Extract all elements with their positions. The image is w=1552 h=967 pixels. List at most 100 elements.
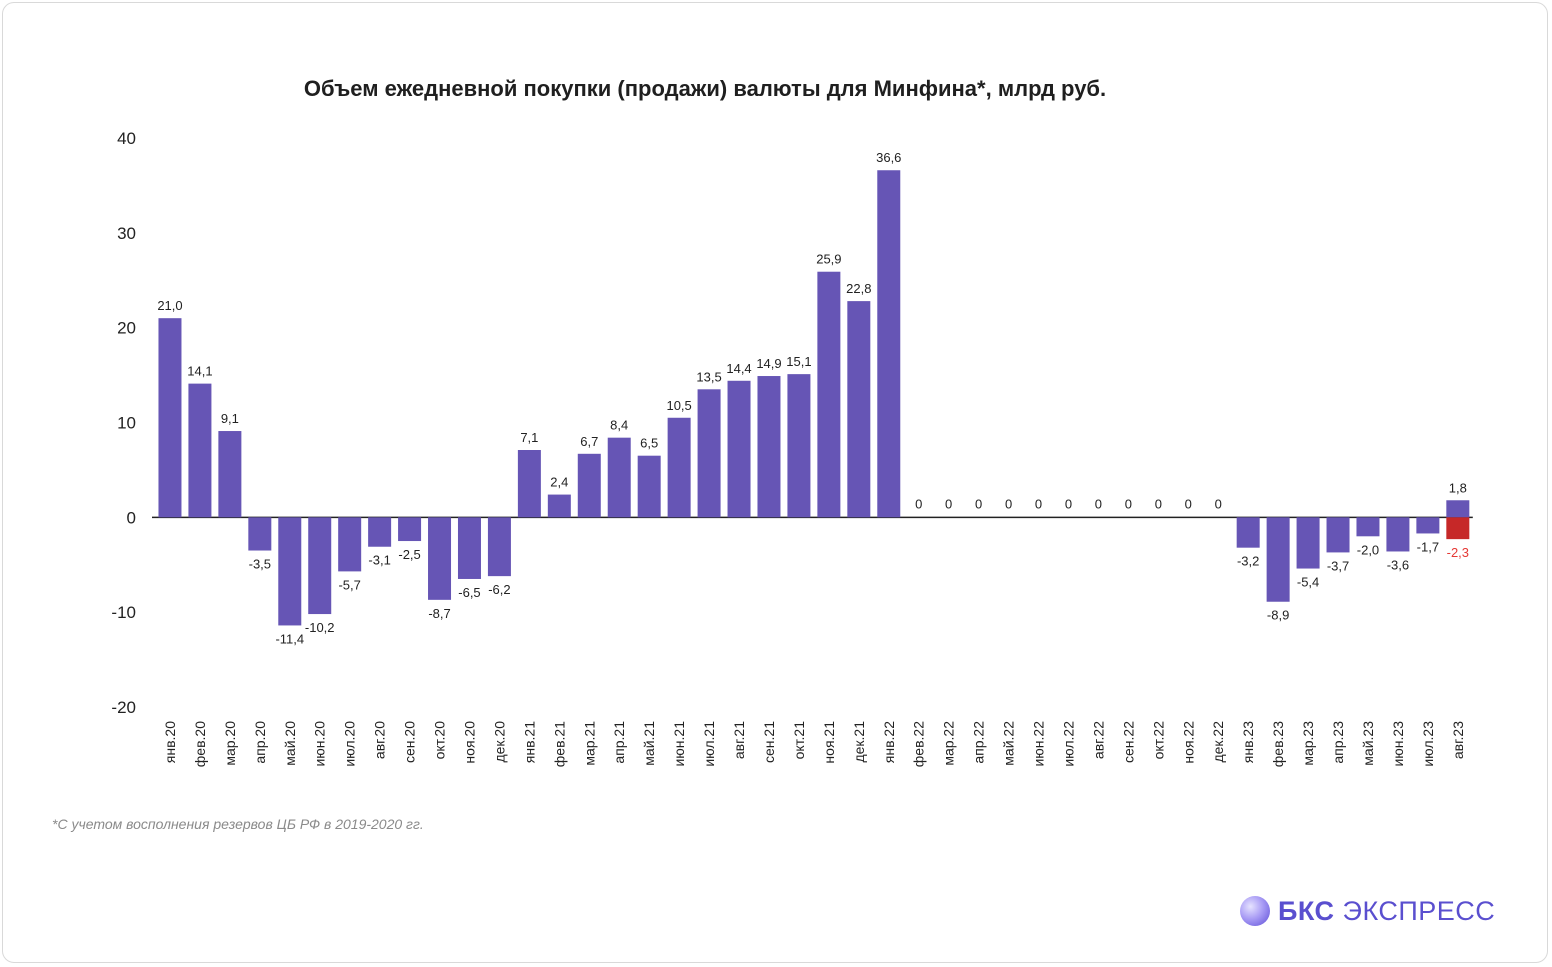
data-label: 0 [1065,496,1072,511]
data-label: 0 [945,496,952,511]
data-label: -10,2 [305,620,335,635]
x-tick-label: июн.20 [312,721,328,767]
data-label: 6,7 [580,434,598,449]
bar [398,517,422,542]
y-tick-label: 20 [117,319,136,338]
data-label: -6,5 [458,585,480,600]
footnote: *С учетом восполнения резервов ЦБ РФ в 2… [52,816,424,832]
data-label: -3,1 [368,553,390,568]
data-label: -11,4 [275,631,304,646]
data-label: 6,5 [640,436,658,451]
data-label: 7,1 [520,430,538,445]
data-label: 0 [1035,496,1042,511]
bar [1386,517,1410,552]
x-tick-label: янв.22 [881,721,897,763]
bar [487,517,511,577]
bar [457,517,481,579]
data-label: 14,9 [756,356,781,371]
bar [1356,517,1380,537]
bar [787,374,811,518]
data-label: 21,0 [157,298,182,313]
data-label: 0 [1185,496,1192,511]
data-label: -1,7 [1417,539,1439,554]
x-tick-label: фев.21 [551,721,567,767]
data-label: 14,1 [187,364,212,379]
y-tick-label: 30 [117,224,136,243]
x-tick-label: ноя.21 [821,721,837,764]
bar [248,517,272,551]
x-tick-label: июл.23 [1420,721,1436,767]
data-label: -2,5 [398,547,420,562]
x-tick-label: май.20 [282,721,298,766]
x-tick-label: авг.23 [1450,721,1466,759]
data-label: 0 [1095,496,1102,511]
data-label: -3,2 [1237,554,1259,569]
x-tick-label: май.21 [641,721,657,766]
data-label: 22,8 [846,281,871,296]
x-tick-label: окт.20 [432,721,448,760]
data-label: 10,5 [666,398,691,413]
brand-logo: БКС ЭКСПРЕСС [1240,894,1495,928]
brand-sphere-icon [1240,896,1270,926]
x-tick-label: апр.22 [971,721,987,764]
x-tick-label: июл.22 [1060,721,1076,767]
x-tick-label: апр.23 [1330,721,1346,764]
bar [1266,517,1290,602]
brand-wordmark: БКС ЭКСПРЕСС [1278,896,1495,927]
x-tick-label: янв.20 [162,721,178,763]
x-tick-label: сен.21 [761,721,777,763]
x-tick-label: дек.22 [1210,721,1226,763]
x-tick-label: мар.20 [222,721,238,766]
x-tick-label: ноя.22 [1180,721,1196,764]
bar [1236,517,1260,548]
bar [188,383,212,518]
y-tick-label: 0 [127,508,136,527]
data-label-highlight: -2,3 [1447,545,1469,560]
x-tick-label: июн.21 [671,721,687,767]
x-tick-label: мар.21 [581,721,597,766]
bar [218,431,242,518]
bar [158,318,182,518]
x-tick-label: окт.22 [1150,721,1166,760]
chart-title: Объем ежедневной покупки (продажи) валют… [303,76,1107,101]
bar [877,170,901,518]
data-label: -3,5 [249,557,271,572]
bar [817,271,841,518]
brand-bold: БКС [1278,895,1335,926]
x-tick-label: апр.20 [252,721,268,764]
bar [368,517,392,547]
x-tick-label: мар.23 [1300,721,1316,766]
bar [727,380,751,518]
x-tick-label: июн.23 [1390,721,1406,767]
data-label: 13,5 [696,369,721,384]
bar [607,437,631,518]
x-tick-label: мар.22 [941,721,957,766]
bar [428,517,452,600]
data-label: 0 [1155,496,1162,511]
x-tick-label: янв.21 [521,721,537,763]
data-label: -8,7 [428,606,450,621]
bar [338,517,362,572]
bar [547,494,571,518]
data-label: 2,4 [550,475,568,490]
x-tick-label: ноя.20 [461,721,477,764]
x-tick-label: сен.20 [402,721,418,763]
bar [757,376,781,518]
data-label: -2,0 [1357,542,1379,557]
y-tick-label: 10 [117,414,136,433]
bar [637,455,661,518]
data-label: 0 [1215,496,1222,511]
bar [1326,517,1350,553]
bar [667,417,691,518]
data-label: -8,9 [1267,608,1289,623]
data-label: -5,7 [338,577,360,592]
data-label: 8,4 [610,418,628,433]
data-label: 0 [975,496,982,511]
x-tick-label: авг.21 [731,721,747,759]
bar [577,453,601,518]
data-label: 25,9 [816,252,841,267]
bar [1416,517,1440,534]
brand-rest: ЭКСПРЕСС [1342,895,1496,926]
data-label: 1,8 [1449,480,1467,495]
